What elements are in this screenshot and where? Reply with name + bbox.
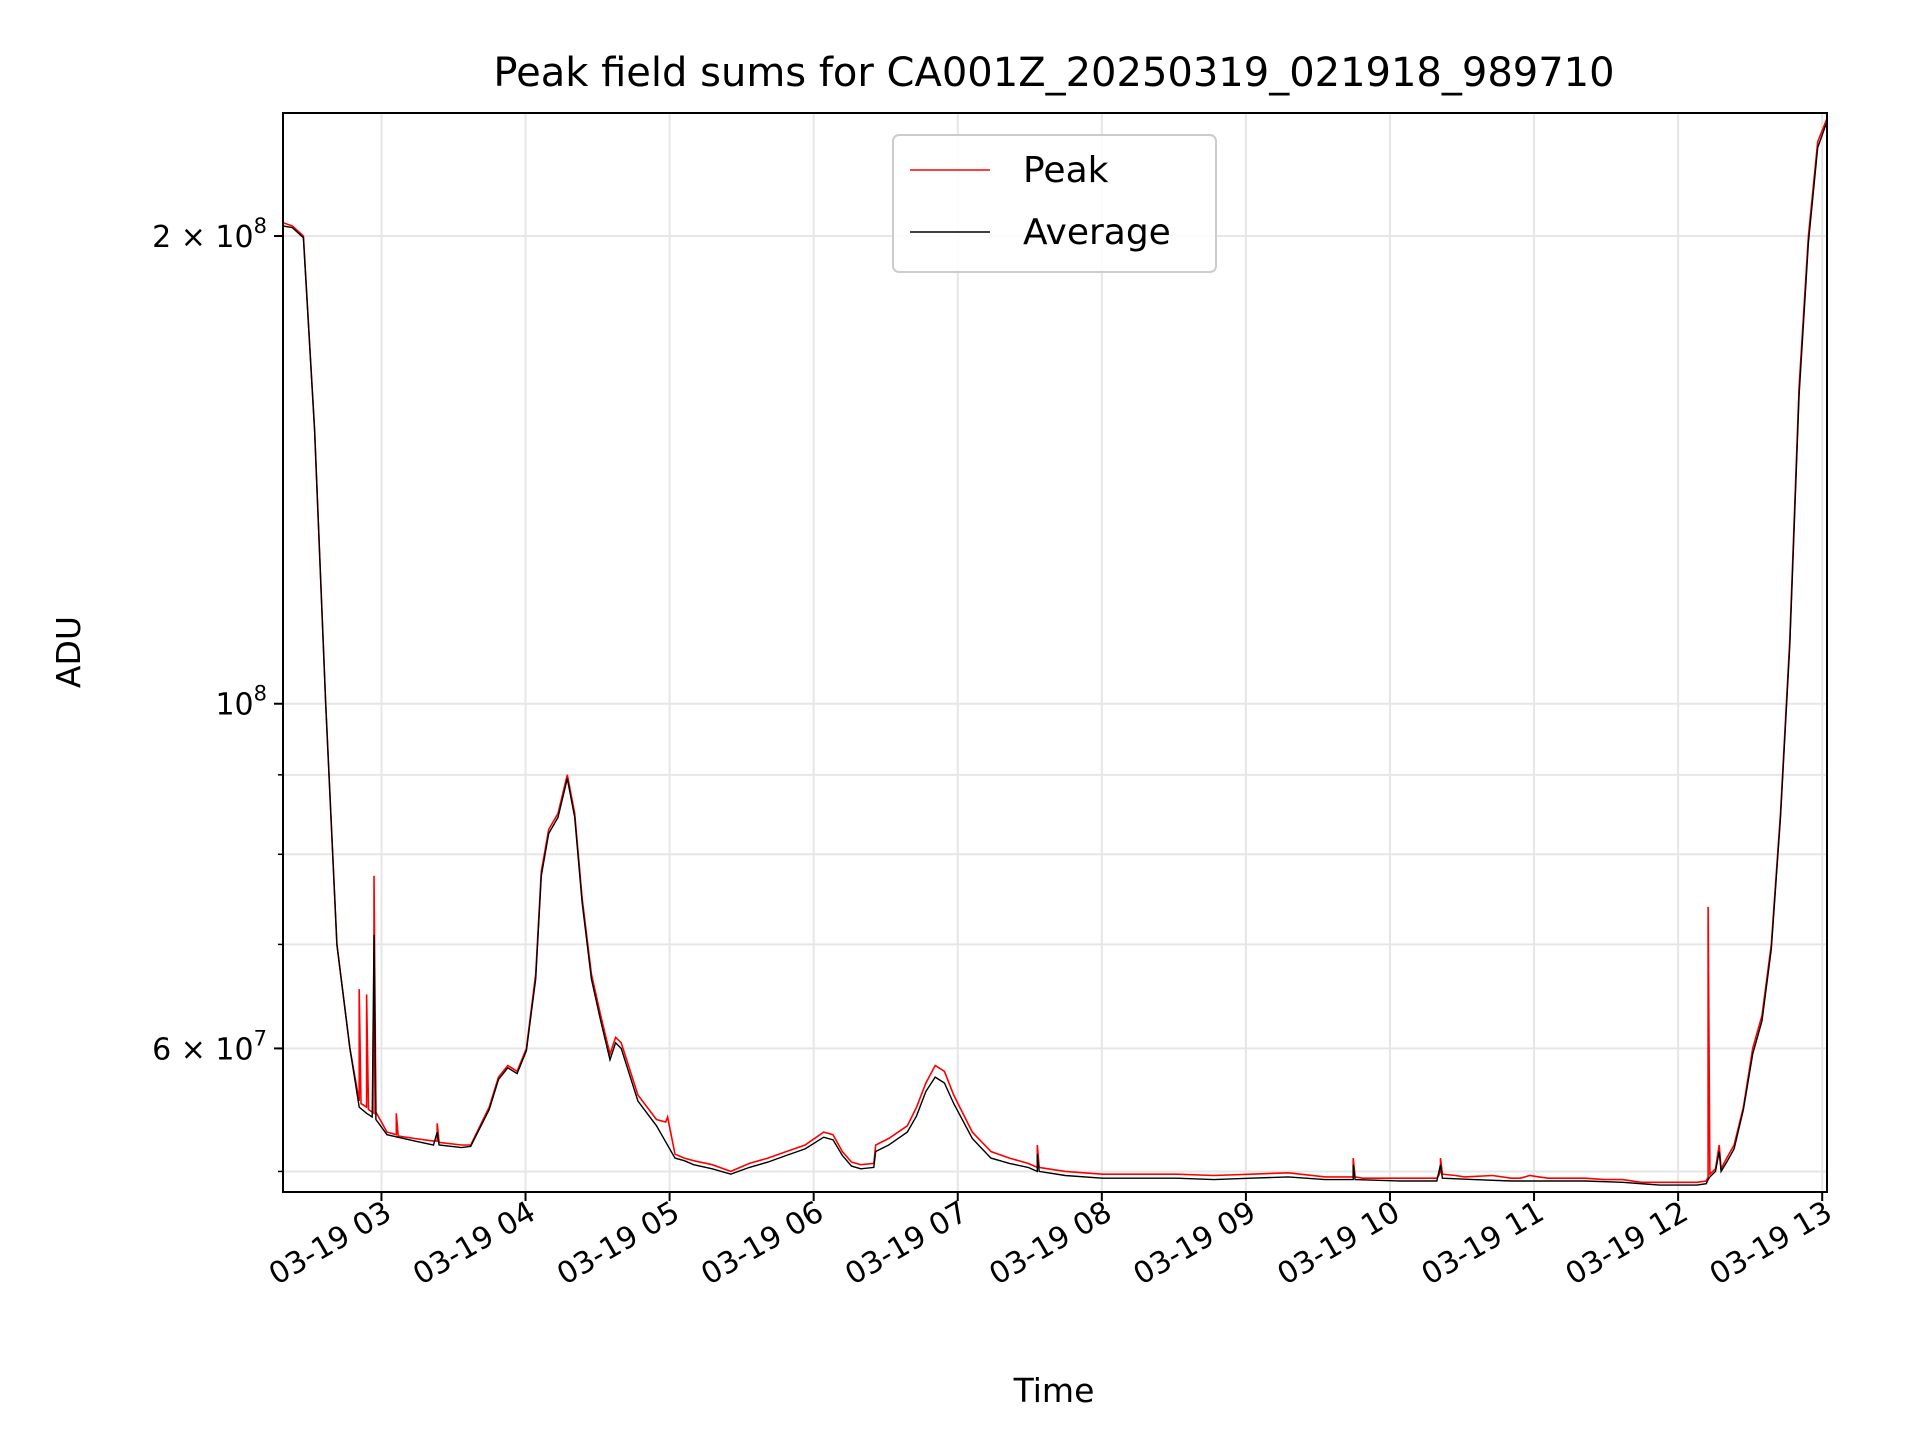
legend-average-label: Average (1023, 212, 1171, 253)
x-axis-label: Time (1013, 1371, 1095, 1410)
y-tick-label: 108 (215, 682, 267, 723)
y-tick-label-base: 10 (215, 688, 253, 723)
chart-title: Peak field sums for CA001Z_20250319_0219… (493, 50, 1614, 96)
y-tick-label: 6 × 107 (152, 1026, 267, 1067)
y-tick-label-base: 6 × 10 (152, 1032, 253, 1067)
plot-frame (282, 112, 1828, 1193)
y-tick-label-base: 2 × 10 (152, 220, 253, 255)
legend-peak-label: Peak (1023, 150, 1109, 191)
series-layer (283, 118, 1827, 1186)
legend: Peak Average (892, 134, 1217, 273)
grid (283, 113, 1827, 1192)
series-line-average (283, 121, 1827, 1186)
y-tick-label-exponent: 8 (254, 214, 267, 238)
series-line-peak (283, 118, 1827, 1184)
y-tick-label-exponent: 7 (254, 1026, 267, 1050)
y-axis-label: ADU (49, 616, 88, 688)
y-tick-label: 2 × 108 (152, 214, 267, 255)
y-tick-label-exponent: 8 (254, 682, 267, 706)
